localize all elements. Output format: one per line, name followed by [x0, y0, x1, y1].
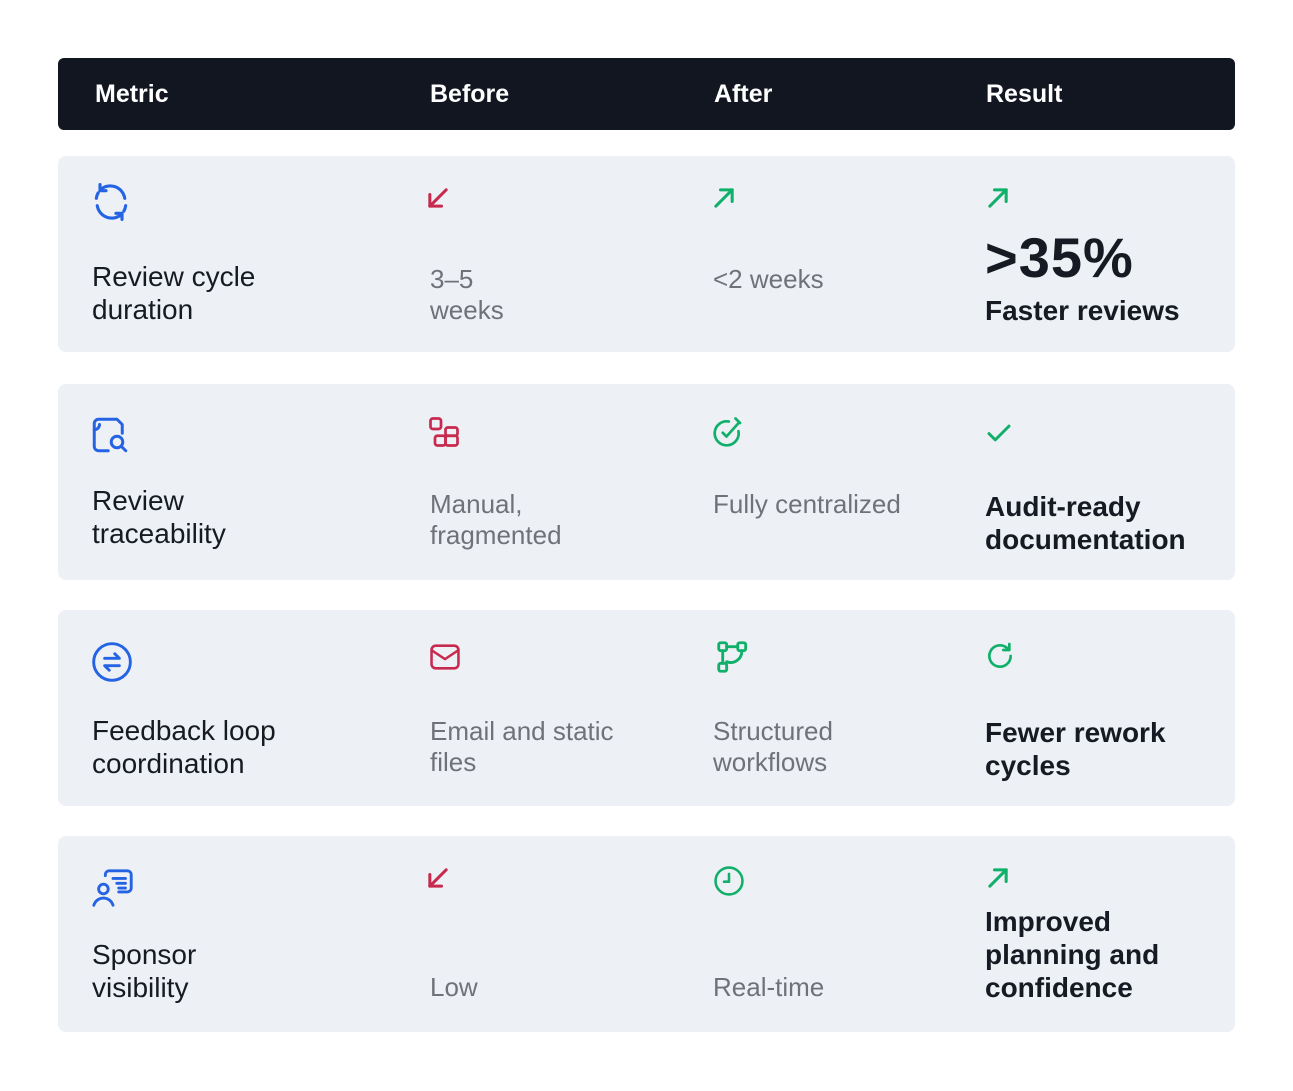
arrow-up-right-icon [710, 184, 738, 212]
refresh-cycle-icon [89, 180, 133, 224]
exchange-circle-icon [90, 640, 134, 684]
before-value: Low [430, 972, 478, 1002]
user-message-icon [90, 866, 136, 912]
metric-label: Feedback loop coordination [92, 715, 276, 779]
document-search-icon [89, 414, 131, 456]
after-value: Real-time [713, 972, 825, 1002]
table-row: Review traceability Manual, fragmented F… [58, 384, 1235, 580]
result-highlight: >35% [985, 226, 1134, 289]
metric-label: Review traceability [92, 485, 226, 549]
after-value: Structured workflows [713, 716, 833, 777]
fragmented-blocks-icon [426, 414, 462, 450]
table-row: Sponsor visibility Low Real-time Improve… [58, 836, 1235, 1032]
result-label: Faster reviews [985, 295, 1180, 326]
table-header: Metric Before After Result [58, 58, 1235, 130]
checkmark-icon [984, 418, 1014, 448]
after-value: Fully centralized [713, 489, 901, 519]
table-row: Review cycle duration 3–5 weeks <2 weeks… [58, 156, 1235, 352]
before-value: Manual, fragmented [430, 489, 562, 550]
header-after: After [714, 80, 773, 108]
header-result: Result [986, 80, 1063, 108]
result-label: Fewer rework cycles [985, 717, 1166, 781]
envelope-icon [428, 640, 462, 674]
before-value: 3–5 weeks [430, 264, 504, 325]
after-value: <2 weeks [713, 264, 824, 294]
table-row: Feedback loop coordination Email and sta… [58, 610, 1235, 806]
link-check-icon [710, 414, 746, 450]
metric-label: Sponsor visibility [92, 939, 197, 1003]
result-label: Audit-ready documentation [985, 491, 1186, 555]
before-value: Email and static files [430, 716, 614, 777]
arrow-down-left-icon [424, 864, 452, 892]
arrow-up-right-icon [984, 864, 1012, 892]
result-label: Improved planning and confidence [985, 906, 1160, 1003]
arrow-down-left-icon [424, 184, 452, 212]
header-metric: Metric [95, 80, 169, 108]
arrow-up-right-icon [984, 184, 1012, 212]
metric-label: Review cycle duration [92, 261, 256, 325]
rotate-clockwise-icon [984, 640, 1016, 672]
header-before: Before [430, 80, 510, 108]
clock-icon [712, 864, 746, 898]
workflow-nodes-icon [714, 638, 752, 676]
